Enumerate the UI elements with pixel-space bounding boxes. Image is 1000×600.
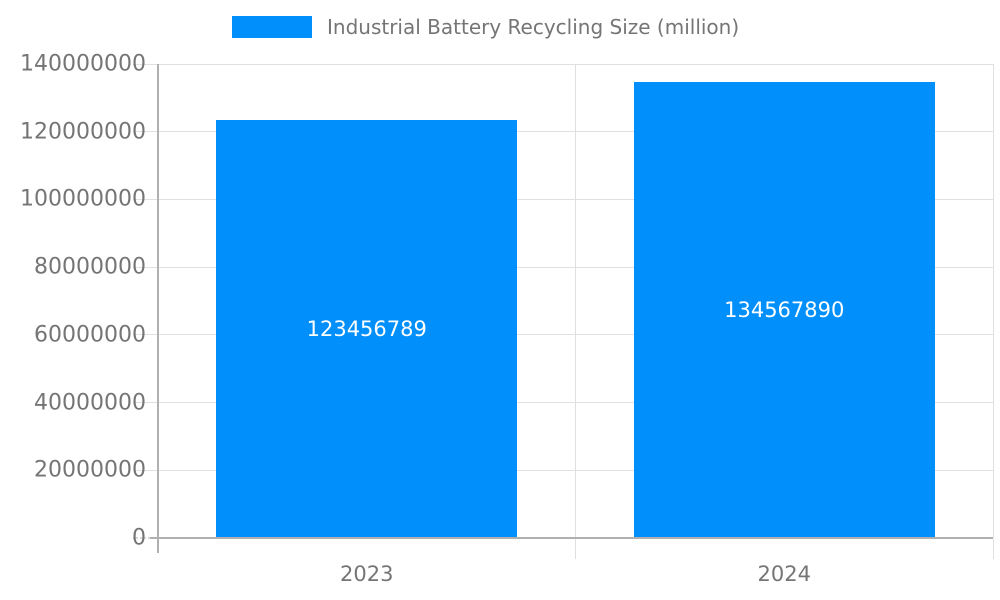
y-tick-label: 60000000	[34, 322, 146, 348]
y-tick-mark	[133, 131, 158, 133]
y-tick-label: 40000000	[34, 390, 146, 416]
y-tick-mark	[133, 63, 158, 65]
y-tick-mark-zero	[133, 537, 158, 539]
x-axis-baseline	[150, 537, 993, 539]
y-tick-mark	[133, 198, 158, 200]
legend[interactable]: Industrial Battery Recycling Size (milli…	[232, 15, 739, 39]
x-tick-mark	[575, 539, 576, 559]
bar[interactable]: 134567890	[633, 82, 935, 538]
bar[interactable]: 123456789	[216, 120, 518, 538]
y-tick-mark	[133, 266, 158, 268]
gridline-vertical	[575, 64, 576, 538]
bar-value-label: 123456789	[306, 316, 427, 341]
chart-title: Industrial Battery Recycling Size (milli…	[327, 15, 740, 39]
y-tick-label: 100000000	[20, 186, 146, 212]
y-tick-label: 0	[132, 525, 146, 551]
x-tick-mark	[992, 539, 994, 559]
y-tick-label: 140000000	[20, 51, 146, 77]
y-tick-mark	[133, 402, 158, 404]
y-tick-mark	[133, 334, 158, 336]
gridline-vertical	[992, 64, 994, 538]
y-tick-label: 80000000	[34, 254, 146, 280]
legend-swatch	[232, 16, 312, 38]
bar-value-label: 134567890	[724, 298, 845, 323]
y-tick-label: 120000000	[20, 119, 146, 145]
y-tick-mark	[133, 469, 158, 471]
y-tick-label: 20000000	[34, 457, 146, 483]
x-axis-label: 2024	[757, 562, 811, 586]
x-axis-label: 2023	[340, 562, 394, 586]
y-axis-line	[157, 64, 159, 553]
